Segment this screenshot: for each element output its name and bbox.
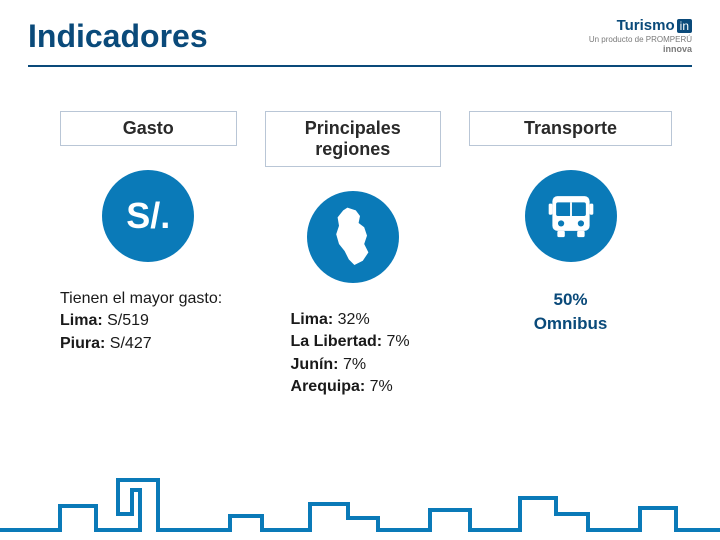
column-header-regiones: Principales regiones bbox=[265, 111, 442, 167]
region-label: Lima: bbox=[291, 311, 334, 328]
column-header-gasto: Gasto bbox=[60, 111, 237, 146]
header: Indicadores Turismoin Un producto de PRO… bbox=[0, 0, 720, 61]
region-label: Junín: bbox=[291, 356, 339, 373]
region-value: 7% bbox=[343, 356, 366, 373]
bus-icon bbox=[525, 170, 617, 262]
logo-tag: in bbox=[677, 19, 692, 33]
column-regiones: Principales regiones Lima: 32% La Libert… bbox=[265, 111, 442, 399]
region-value: 7% bbox=[387, 333, 410, 350]
page-title: Indicadores bbox=[28, 18, 208, 55]
skyline-decoration bbox=[0, 420, 720, 540]
transporte-pct: 50% bbox=[534, 288, 608, 312]
column-gasto: Gasto S/. Tienen el mayor gasto: Lima: S… bbox=[60, 111, 237, 399]
region-label: La Libertad: bbox=[291, 333, 383, 350]
region-row: Lima: 32% bbox=[291, 309, 410, 331]
column-transporte: Transporte 50% Omnibus bbox=[469, 111, 672, 399]
gasto-row-value: S/427 bbox=[110, 335, 152, 352]
peru-map-icon bbox=[307, 191, 399, 283]
currency-soles-icon: S/. bbox=[102, 170, 194, 262]
gasto-body: Tienen el mayor gasto: Lima: S/519 Piura… bbox=[60, 288, 222, 355]
columns: Gasto S/. Tienen el mayor gasto: Lima: S… bbox=[0, 67, 720, 399]
region-label: Arequipa: bbox=[291, 378, 366, 395]
gasto-intro: Tienen el mayor gasto: bbox=[60, 288, 222, 310]
gasto-row-label: Lima: bbox=[60, 312, 103, 329]
logo-subtitle: Un producto de PROMPERÚ bbox=[589, 36, 692, 44]
gasto-row-label: Piura: bbox=[60, 335, 105, 352]
gasto-row: Piura: S/427 bbox=[60, 333, 222, 355]
region-value: 32% bbox=[338, 311, 370, 328]
gasto-row: Lima: S/519 bbox=[60, 310, 222, 332]
region-row: La Libertad: 7% bbox=[291, 331, 410, 353]
brand-logo: Turismoin Un producto de PROMPERÚ innova bbox=[589, 18, 692, 54]
gasto-row-value: S/519 bbox=[107, 312, 149, 329]
region-value: 7% bbox=[370, 378, 393, 395]
column-header-transporte: Transporte bbox=[469, 111, 672, 146]
region-row: Junín: 7% bbox=[291, 354, 410, 376]
transporte-body: 50% Omnibus bbox=[534, 288, 608, 336]
region-row: Arequipa: 7% bbox=[291, 376, 410, 398]
transporte-mode: Omnibus bbox=[534, 312, 608, 336]
logo-brand: Turismo bbox=[617, 17, 675, 34]
soles-glyph: S/. bbox=[126, 195, 170, 237]
logo-partner: innova bbox=[589, 45, 692, 54]
regiones-body: Lima: 32% La Libertad: 7% Junín: 7% Areq… bbox=[265, 309, 410, 399]
